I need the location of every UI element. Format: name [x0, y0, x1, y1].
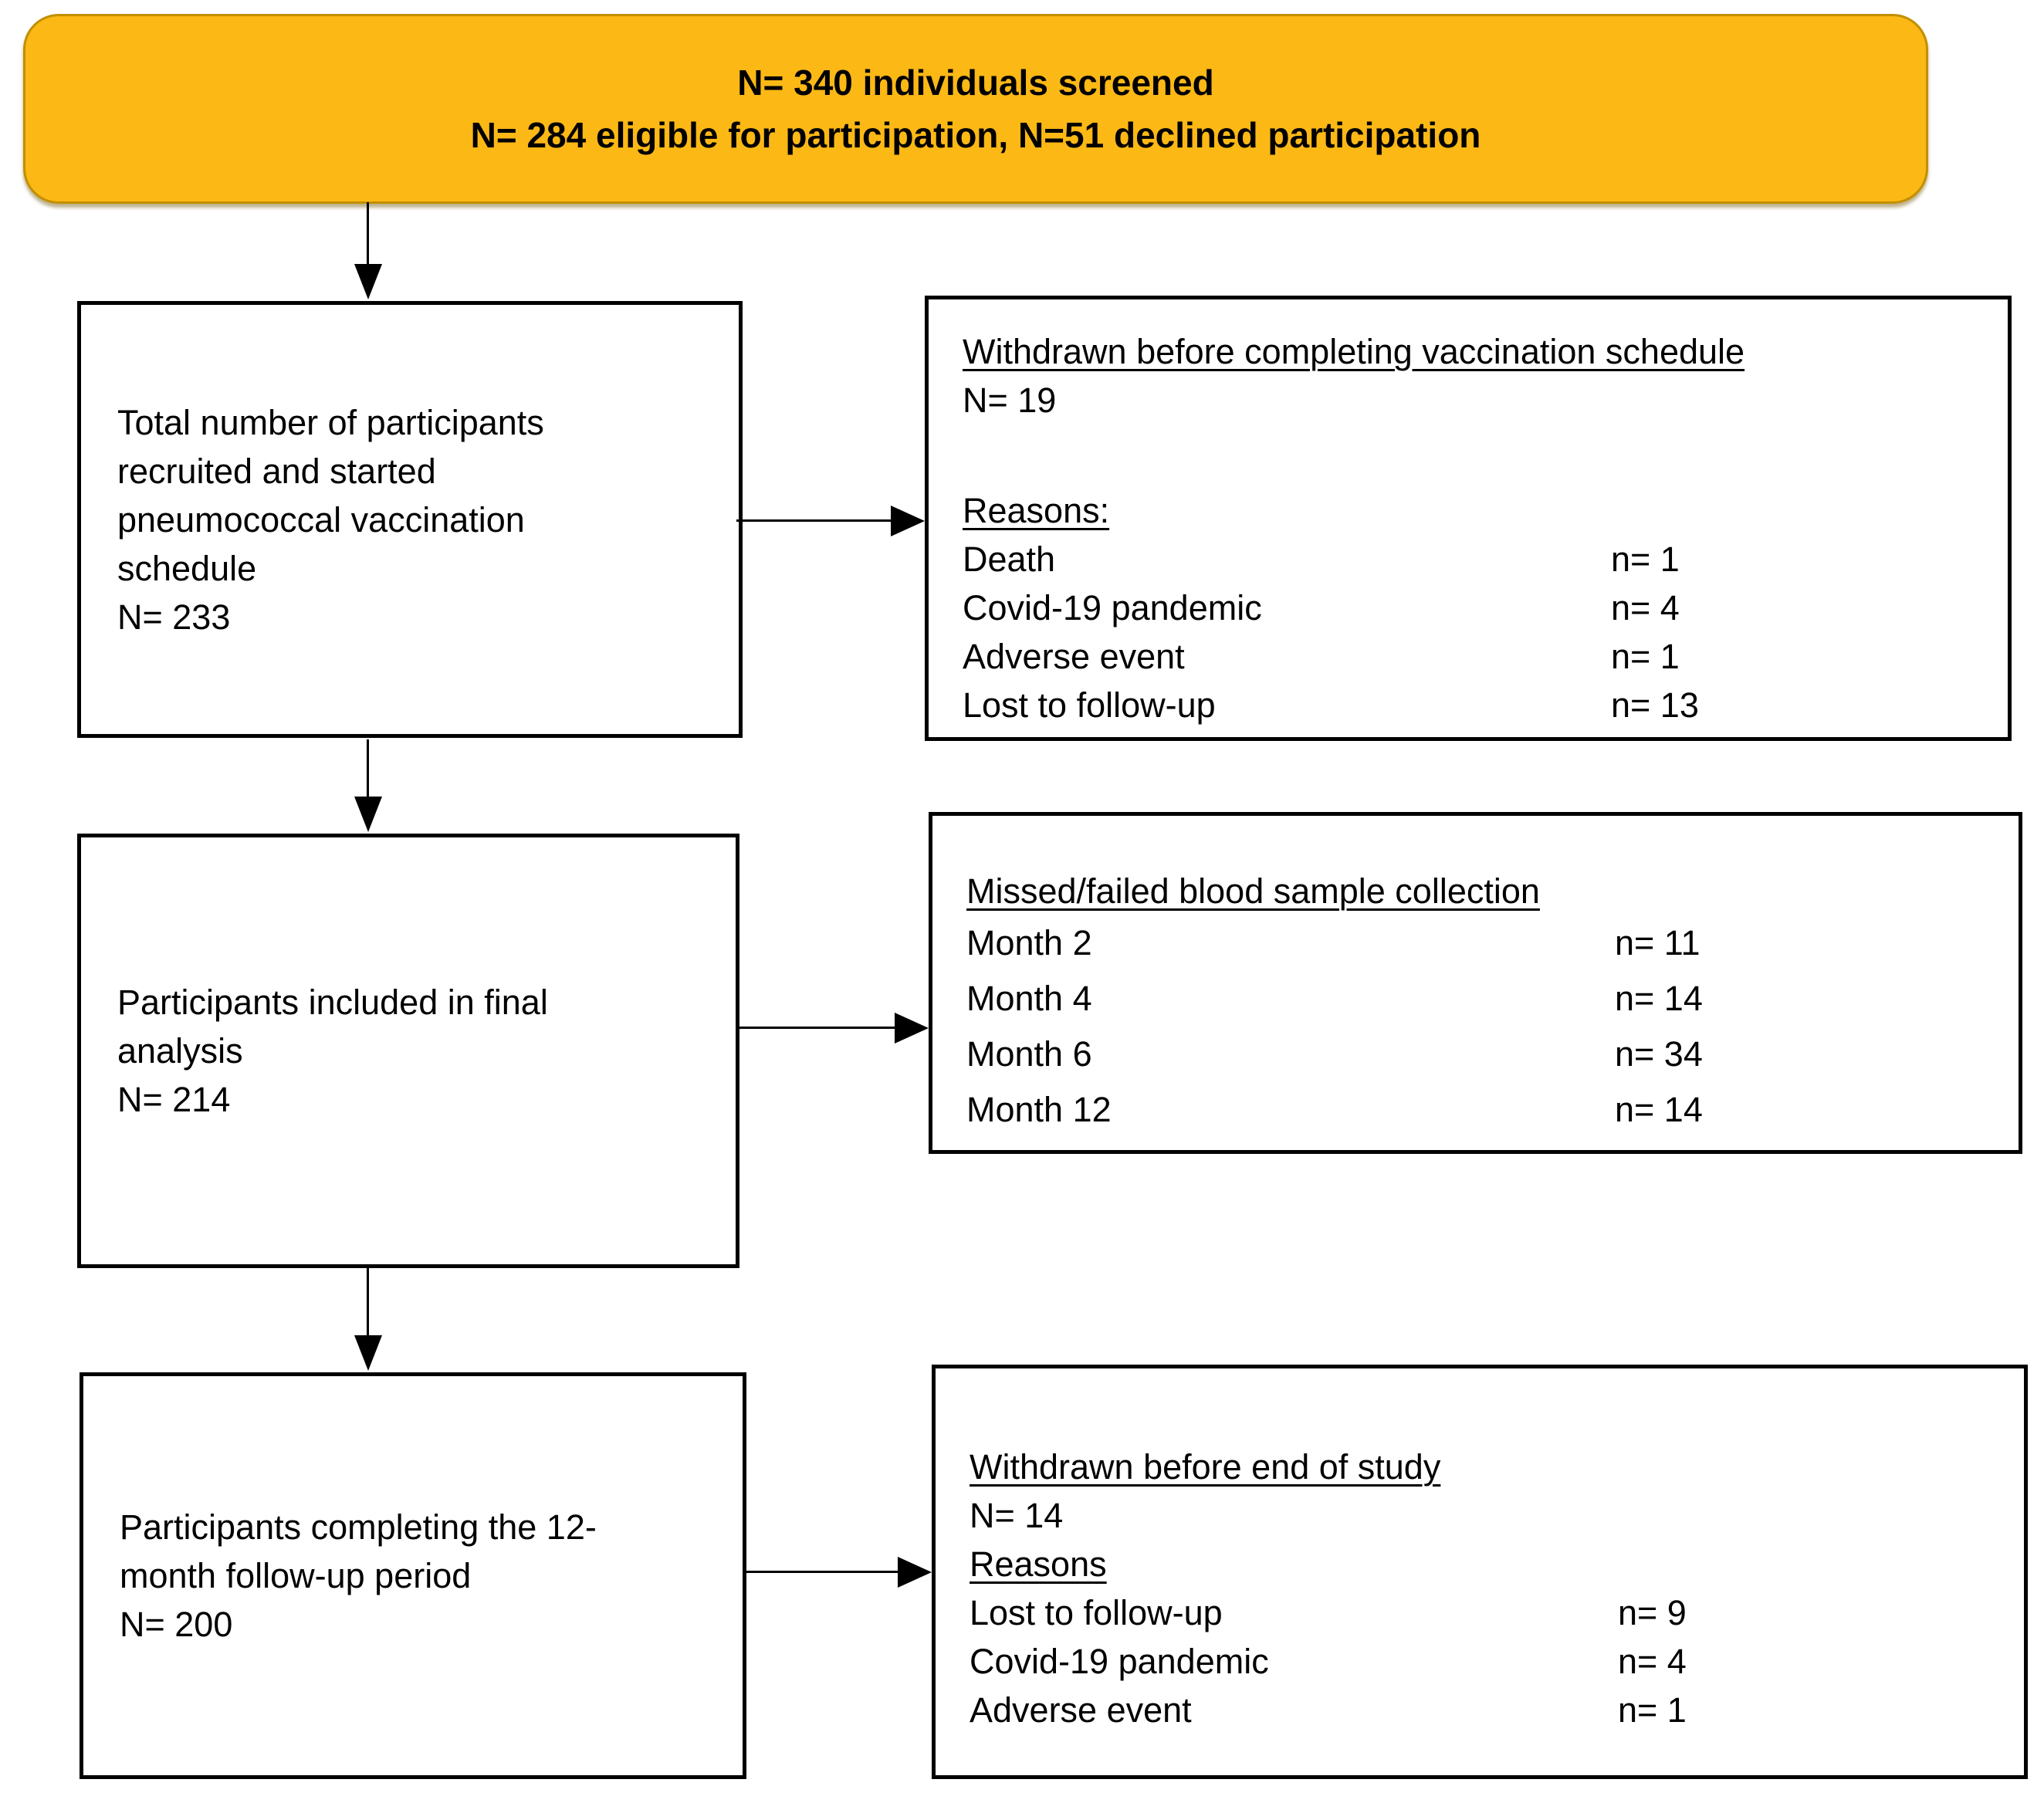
reason-row: Covid-19 pandemic n= 4: [970, 1637, 2001, 1686]
sample-row: Month 4 n= 14: [966, 971, 1995, 1027]
reason-value: n= 4: [1611, 588, 1680, 627]
final-analysis-box-count: N= 214: [117, 1080, 231, 1119]
sample-value: n= 14: [1615, 1090, 1703, 1129]
sample-label: Month 6: [966, 1034, 1092, 1074]
reason-row: Lost to follow-up n= 13: [963, 681, 1985, 729]
recruited-box: Total number of participants recruited a…: [77, 301, 743, 738]
reason-value: n= 9: [1618, 1593, 1687, 1632]
arrow-right-icon: [898, 1557, 932, 1588]
completed-box: Participants completing the 12- month fo…: [80, 1372, 746, 1779]
reason-value: n= 4: [1618, 1642, 1687, 1681]
arrow-right-icon: [895, 1013, 929, 1044]
arrow-down-icon: [354, 264, 382, 299]
withdrawn-vaccination-box: Withdrawn before completing vaccination …: [925, 296, 2012, 741]
final-analysis-box-line: Participants included in final: [117, 983, 548, 1022]
connector-line-recruited-to-withdrawn: [736, 519, 892, 522]
reason-row: Lost to follow-up n= 9: [970, 1588, 2001, 1637]
withdrawn-study-box: Withdrawn before end of study N= 14 Reas…: [932, 1365, 2028, 1779]
sample-row: Month 2 n= 11: [966, 915, 1995, 971]
withdrawn-study-title: Withdrawn before end of study: [970, 1447, 1441, 1487]
missed-samples-box: Missed/failed blood sample collection Mo…: [929, 812, 2022, 1154]
sample-value: n= 34: [1615, 1034, 1703, 1074]
reason-label: Death: [963, 540, 1056, 579]
connector-line-final-to-missed: [736, 1027, 896, 1029]
arrow-down-icon: [354, 1335, 382, 1371]
sample-row: Month 12 n= 14: [966, 1082, 1995, 1138]
final-analysis-box: Participants included in final analysis …: [77, 834, 739, 1268]
completed-box-line: Participants completing the 12-: [120, 1507, 597, 1547]
recruited-box-line: Total number of participants: [117, 402, 544, 442]
reason-label: Adverse event: [963, 637, 1185, 676]
sample-value: n= 11: [1615, 923, 1701, 962]
missed-samples-title: Missed/failed blood sample collection: [966, 871, 1540, 911]
connector-line-banner-to-recruited: [367, 202, 369, 267]
screening-banner: N= 340 individuals screened N= 284 eligi…: [23, 14, 1928, 204]
reason-value: n= 1: [1618, 1690, 1687, 1730]
reason-row: Adverse event n= 1: [963, 632, 1985, 681]
reason-row: Covid-19 pandemic n= 4: [963, 584, 1985, 632]
reason-value: n= 1: [1611, 540, 1680, 579]
screening-banner-line-2: N= 284 eligible for participation, N=51 …: [470, 115, 1481, 155]
arrow-right-icon: [891, 506, 925, 536]
sample-label: Month 12: [966, 1090, 1112, 1129]
reasons-label: Reasons:: [963, 491, 1110, 530]
withdrawn-study-count: N= 14: [970, 1496, 1064, 1535]
reason-label: Lost to follow-up: [963, 685, 1216, 725]
arrow-down-icon: [354, 797, 382, 832]
sample-label: Month 2: [966, 923, 1092, 962]
reason-label: Covid-19 pandemic: [963, 588, 1262, 627]
connector-line-completed-to-withdrawn-end: [745, 1571, 899, 1573]
screening-banner-line-1: N= 340 individuals screened: [737, 63, 1214, 103]
reason-row: Adverse event n= 1: [970, 1686, 2001, 1734]
final-analysis-box-line: analysis: [117, 1031, 243, 1071]
reason-label: Lost to follow-up: [970, 1593, 1223, 1632]
sample-row: Month 6 n= 34: [966, 1027, 1995, 1082]
withdrawn-vaccination-count: N= 19: [963, 381, 1057, 420]
recruited-box-count: N= 233: [117, 597, 231, 637]
sample-value: n= 14: [1615, 979, 1703, 1018]
reason-value: n= 1: [1611, 637, 1680, 676]
recruited-box-line: schedule: [117, 548, 257, 588]
completed-box-count: N= 200: [120, 1605, 233, 1644]
sample-label: Month 4: [966, 979, 1092, 1018]
reason-label: Adverse event: [970, 1690, 1192, 1730]
reasons-label: Reasons: [970, 1544, 1107, 1584]
recruited-box-line: pneumococcal vaccination: [117, 499, 525, 540]
reason-label: Covid-19 pandemic: [970, 1642, 1269, 1681]
withdrawn-vaccination-title: Withdrawn before completing vaccination …: [963, 332, 1745, 371]
connector-line-final-to-completed: [367, 1268, 369, 1337]
completed-box-line: month follow-up period: [120, 1556, 472, 1595]
reason-row: Death n= 1: [963, 535, 1985, 584]
connector-line-recruited-to-final: [367, 739, 369, 798]
reason-value: n= 13: [1611, 685, 1699, 725]
recruited-box-line: recruited and started: [117, 451, 436, 491]
